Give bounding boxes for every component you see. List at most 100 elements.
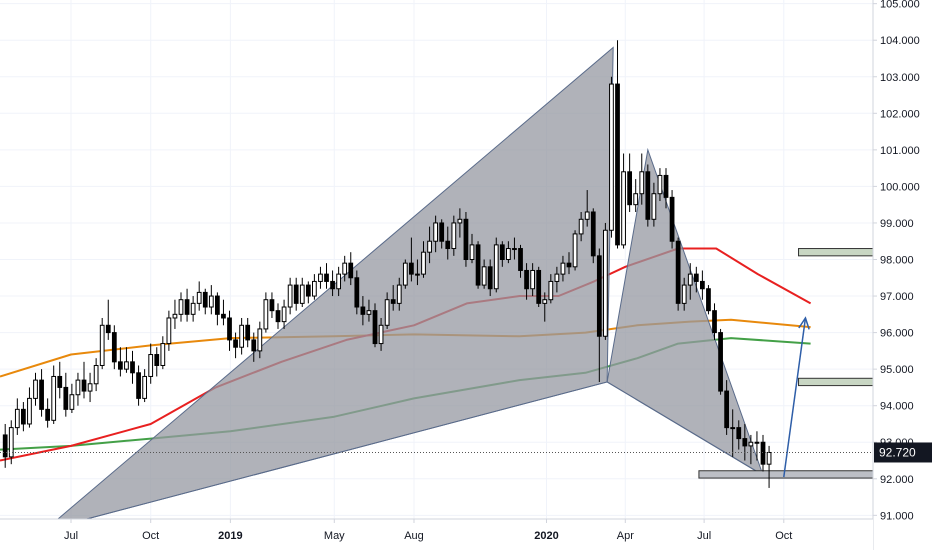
candle xyxy=(542,292,548,322)
candle-body xyxy=(560,262,566,275)
candle-body xyxy=(99,324,105,366)
candle xyxy=(275,303,281,329)
candle xyxy=(160,336,166,370)
candle xyxy=(14,398,20,435)
candle-body xyxy=(730,427,736,430)
candle-body xyxy=(487,266,493,290)
candle-body xyxy=(111,332,117,363)
candle xyxy=(475,241,481,289)
candle xyxy=(2,423,8,468)
candle-body xyxy=(463,218,469,260)
candle xyxy=(390,285,396,311)
y-tick-label: 91.000 xyxy=(880,510,914,522)
candle xyxy=(651,182,657,227)
candle xyxy=(342,255,348,282)
y-tick-label: 95.000 xyxy=(880,364,914,376)
candle-body xyxy=(639,171,645,195)
candle-body xyxy=(760,441,766,465)
candle xyxy=(681,277,687,311)
y-axis[interactable]: 105.000 104.000 103.000 102.000 101.000 100.0… xyxy=(872,0,932,550)
candle xyxy=(603,222,608,340)
x-tick-label: Oct xyxy=(142,530,159,542)
candle-body xyxy=(530,269,536,290)
candle-body xyxy=(572,233,578,268)
candle xyxy=(445,226,451,260)
candle-body xyxy=(324,273,329,282)
candle-body xyxy=(409,262,414,275)
candle xyxy=(221,299,226,326)
candle-body xyxy=(14,408,20,429)
candle-body xyxy=(742,438,748,447)
x-axis-background xyxy=(0,519,873,550)
price-zone xyxy=(798,377,874,387)
candle-body xyxy=(57,375,63,388)
candle xyxy=(469,233,475,264)
candle-body xyxy=(251,339,257,352)
candle xyxy=(69,383,75,414)
candle-body xyxy=(475,244,481,286)
candle-body xyxy=(45,408,51,421)
candle-body xyxy=(245,324,251,341)
y-tick-label: 96.000 xyxy=(880,328,914,340)
candle-body xyxy=(227,317,232,341)
x-tick-label: Jul xyxy=(64,530,78,542)
candle-body xyxy=(130,361,135,374)
candle-body xyxy=(542,299,548,304)
candle-body xyxy=(172,313,178,319)
candle xyxy=(299,277,305,308)
candle-body xyxy=(681,284,687,304)
candle xyxy=(33,372,38,406)
candle xyxy=(669,190,675,249)
candle-body xyxy=(578,218,584,235)
candle xyxy=(354,270,360,315)
candle xyxy=(287,277,293,315)
candle-body xyxy=(360,306,366,315)
candle xyxy=(718,328,723,395)
y-tick-label: 105.000 xyxy=(880,0,920,11)
candle xyxy=(293,277,299,311)
candle-body xyxy=(372,310,378,345)
candle xyxy=(45,398,51,428)
candle xyxy=(281,299,287,329)
candle-body xyxy=(312,280,317,297)
candle xyxy=(463,211,469,267)
candle-body xyxy=(421,251,426,275)
candle-body xyxy=(590,211,596,257)
x-tick-label: Oct xyxy=(775,530,792,542)
candle-body xyxy=(536,269,542,304)
candle xyxy=(372,303,378,348)
candle-body xyxy=(51,375,57,421)
candle xyxy=(93,358,99,392)
candle-body xyxy=(603,229,608,337)
candle-body xyxy=(287,284,293,308)
candle-body xyxy=(633,193,639,206)
candle-body xyxy=(512,248,517,251)
candle-body xyxy=(118,361,123,370)
candle xyxy=(451,215,457,256)
candle-body xyxy=(754,441,760,444)
candle-body xyxy=(766,451,772,465)
candle-body xyxy=(439,222,445,242)
candle-body xyxy=(657,174,663,195)
candle xyxy=(427,226,432,264)
candle-body xyxy=(208,295,214,308)
candle xyxy=(754,431,760,461)
candle xyxy=(572,230,578,271)
x-axis[interactable]: Jul Oct 2019 May Aug 2020 Apr Jul Oct xyxy=(0,518,873,550)
candle-body xyxy=(269,299,275,312)
candle xyxy=(360,296,366,326)
candle xyxy=(202,288,208,315)
candle xyxy=(51,365,57,424)
arrow-shaft xyxy=(783,317,807,478)
candle xyxy=(142,369,148,403)
candle xyxy=(693,266,699,293)
candle-body xyxy=(390,299,396,304)
candle-body xyxy=(75,379,81,396)
candle-body xyxy=(584,211,590,220)
candle-body xyxy=(518,248,523,271)
last-price-badge xyxy=(874,442,932,463)
candle-body xyxy=(178,299,184,315)
candle-body xyxy=(39,379,44,410)
candle xyxy=(499,241,505,267)
